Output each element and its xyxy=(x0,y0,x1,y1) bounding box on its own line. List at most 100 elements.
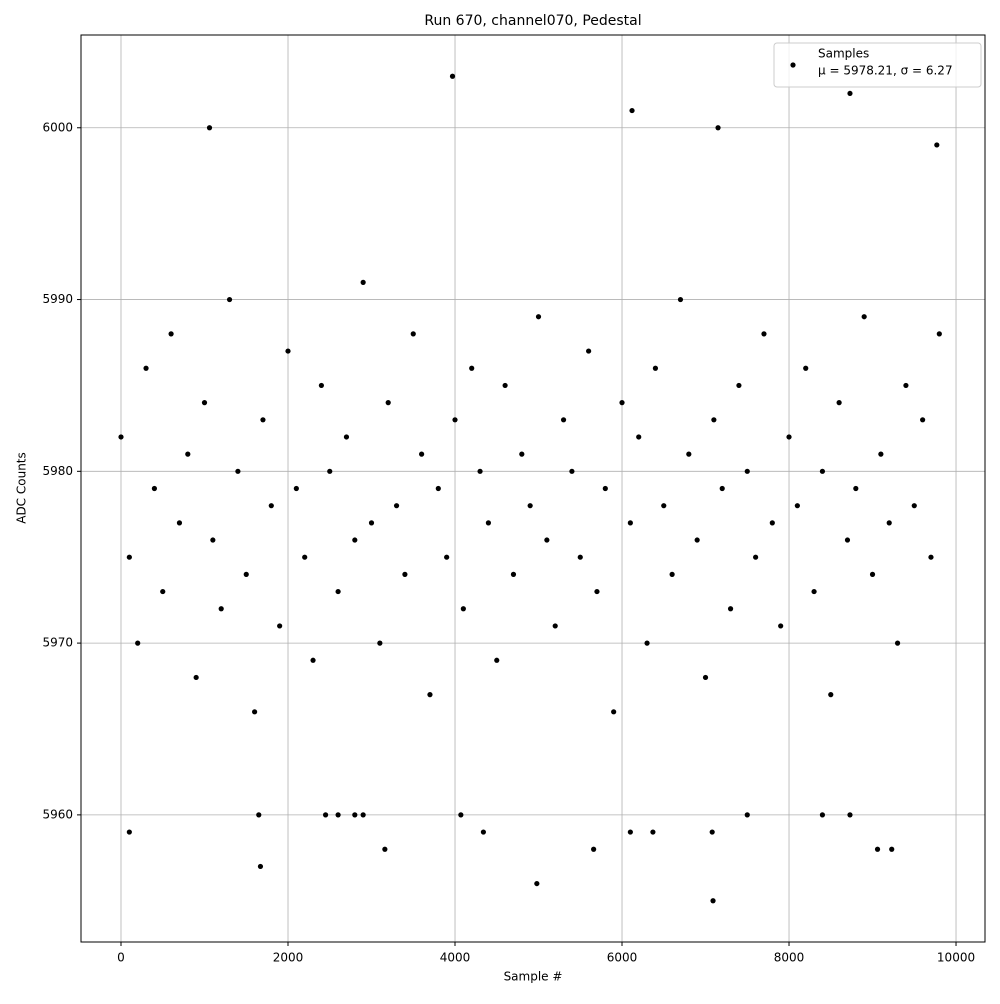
point xyxy=(452,417,458,423)
point xyxy=(226,296,233,303)
x-tick-label: 0 xyxy=(117,951,125,965)
point xyxy=(627,520,633,526)
point xyxy=(510,571,517,577)
point xyxy=(322,812,329,818)
legend-marker xyxy=(790,62,796,68)
point xyxy=(285,348,291,354)
point xyxy=(715,125,721,131)
point xyxy=(586,348,592,354)
point xyxy=(360,812,366,818)
point xyxy=(151,485,157,492)
point xyxy=(844,537,851,543)
point xyxy=(352,537,358,543)
point xyxy=(193,674,199,681)
point xyxy=(243,571,249,577)
x-tick-label: 2000 xyxy=(273,951,304,965)
point xyxy=(828,692,834,698)
point xyxy=(727,606,734,612)
point xyxy=(736,382,742,389)
point xyxy=(769,520,775,526)
y-tick-label: 5960 xyxy=(42,807,73,821)
point xyxy=(889,846,895,852)
y-tick-label: 5980 xyxy=(42,464,73,478)
point xyxy=(629,107,635,114)
point xyxy=(382,846,388,852)
point xyxy=(535,314,542,320)
point xyxy=(911,503,917,509)
point xyxy=(218,606,224,612)
point xyxy=(494,657,500,663)
point xyxy=(819,468,826,474)
point xyxy=(368,520,375,526)
point xyxy=(318,382,325,389)
point xyxy=(534,880,540,887)
point xyxy=(135,640,141,646)
point xyxy=(702,674,709,681)
y-tick-label: 5970 xyxy=(42,636,73,650)
point xyxy=(886,520,892,526)
point xyxy=(744,468,750,474)
point xyxy=(569,468,575,474)
point xyxy=(427,692,433,698)
point xyxy=(168,331,174,337)
point xyxy=(786,434,792,440)
point xyxy=(920,417,926,423)
point xyxy=(268,503,274,509)
point xyxy=(560,417,567,423)
point xyxy=(360,279,366,285)
point xyxy=(485,520,492,526)
point xyxy=(686,451,692,457)
point xyxy=(277,623,283,629)
point xyxy=(874,846,881,852)
point xyxy=(118,434,124,440)
point xyxy=(591,846,597,852)
point xyxy=(327,468,333,474)
point xyxy=(869,571,876,577)
chart-title: Run 670, channel070, Pedestal xyxy=(424,13,641,29)
point xyxy=(293,485,299,492)
point xyxy=(719,485,725,492)
point xyxy=(644,640,650,646)
point xyxy=(650,829,656,835)
point xyxy=(903,382,909,389)
point xyxy=(753,554,759,560)
point xyxy=(160,588,166,595)
point xyxy=(744,812,750,818)
x-tick-label: 6000 xyxy=(607,951,638,965)
point xyxy=(894,640,901,646)
point xyxy=(143,365,149,371)
point xyxy=(385,400,391,406)
point xyxy=(694,537,700,543)
point xyxy=(335,588,341,595)
point xyxy=(778,623,784,629)
point xyxy=(652,365,659,371)
point xyxy=(619,400,625,406)
point xyxy=(794,503,800,509)
point xyxy=(836,400,842,406)
point xyxy=(201,400,208,406)
point xyxy=(594,588,600,595)
point xyxy=(260,417,266,423)
point xyxy=(185,451,191,457)
y-tick-label: 5990 xyxy=(42,292,73,306)
point xyxy=(393,503,400,509)
point xyxy=(761,331,767,337)
point xyxy=(636,434,642,440)
x-tick-label: 8000 xyxy=(774,951,805,965)
legend-stats: μ = 5978.21, σ = 6.27 xyxy=(818,64,953,78)
point xyxy=(235,468,241,474)
point xyxy=(469,365,475,371)
point xyxy=(343,434,350,440)
point xyxy=(627,829,633,835)
point xyxy=(335,812,341,818)
point xyxy=(444,554,450,560)
point xyxy=(449,73,456,79)
point xyxy=(176,520,183,526)
y-axis-label: ADC Counts xyxy=(15,452,29,524)
x-tick-label: 10000 xyxy=(937,951,975,965)
point xyxy=(458,812,464,818)
point xyxy=(126,554,132,560)
point xyxy=(502,382,508,389)
